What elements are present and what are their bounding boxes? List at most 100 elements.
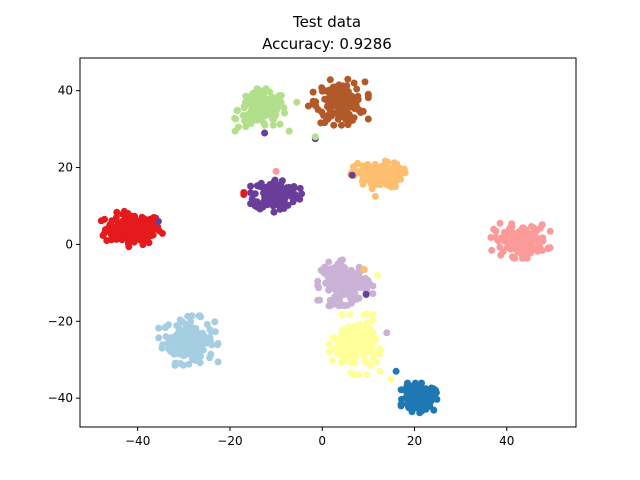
cluster-1-point xyxy=(191,356,199,364)
y-tick-label: 40 xyxy=(58,84,73,98)
cluster-3-point xyxy=(350,102,358,110)
x-tick-label: −40 xyxy=(125,434,150,448)
cluster-2-point xyxy=(276,120,284,128)
cluster-2-point xyxy=(261,94,269,102)
cluster-2-point xyxy=(231,127,239,135)
cluster-2-point xyxy=(272,108,280,116)
cluster-7-point xyxy=(314,281,322,289)
cluster-1-point xyxy=(174,341,182,349)
cluster-7-point xyxy=(328,301,336,309)
cluster-6-point xyxy=(520,224,528,232)
cluster-4-point xyxy=(290,183,298,190)
y-tick-label: −40 xyxy=(48,391,73,405)
cluster-1-point xyxy=(185,360,193,368)
cluster-3-point xyxy=(330,85,338,93)
outlier-point xyxy=(261,129,269,137)
cluster-8-point xyxy=(371,350,378,358)
cluster-2-point xyxy=(256,106,264,114)
cluster-9-point xyxy=(430,406,438,414)
plot-frame xyxy=(79,57,577,428)
cluster-4-point xyxy=(298,190,306,198)
cluster-5-point xyxy=(400,165,408,173)
cluster-8-point xyxy=(346,310,354,318)
cluster-0-point xyxy=(144,230,152,237)
cluster-7-point xyxy=(349,275,357,283)
cluster-8-point xyxy=(355,370,363,378)
outlier-point xyxy=(293,98,301,106)
cluster-0-point xyxy=(105,223,113,231)
cluster-8-point xyxy=(362,334,369,342)
cluster-9-point xyxy=(397,402,405,410)
cluster-1-point xyxy=(173,347,181,355)
cluster-7-point xyxy=(357,281,365,289)
cluster-9-point xyxy=(413,395,421,403)
cluster-1-point xyxy=(214,340,222,347)
cluster-3-point xyxy=(343,110,351,118)
cluster-3-point xyxy=(343,82,351,90)
outlier-point xyxy=(154,217,162,225)
cluster-4-point xyxy=(270,193,278,200)
cluster-9-point xyxy=(419,393,427,401)
cluster-2-point xyxy=(269,121,277,129)
cluster-5-point xyxy=(390,159,398,167)
cluster-3-point xyxy=(338,121,345,129)
outlier-point xyxy=(376,367,384,375)
cluster-1-point xyxy=(185,342,193,350)
cluster-6-point xyxy=(546,227,554,235)
cluster-3-point xyxy=(334,115,342,123)
cluster-2-point xyxy=(261,121,269,129)
cluster-0-point xyxy=(116,235,124,242)
cluster-3-point xyxy=(309,88,317,96)
cluster-3-point xyxy=(354,96,362,104)
cluster-6-point xyxy=(488,246,496,254)
x-tick-label: −20 xyxy=(217,434,242,448)
cluster-4-point xyxy=(251,202,259,210)
cluster-8-point xyxy=(352,344,360,352)
chart-title: Test data xyxy=(292,13,361,31)
cluster-7-point xyxy=(340,302,348,310)
cluster-6-point xyxy=(530,224,538,232)
cluster-4-point xyxy=(271,182,279,190)
cluster-8-point xyxy=(338,358,345,366)
outlier-point xyxy=(371,192,379,200)
outlier-point xyxy=(387,375,395,383)
cluster-8-point xyxy=(338,328,346,336)
cluster-4-point xyxy=(278,177,286,185)
cluster-7-point xyxy=(336,291,344,298)
cluster-3-point xyxy=(320,87,328,95)
cluster-6-point xyxy=(511,254,519,262)
cluster-8-point xyxy=(363,345,371,352)
cluster-0-point xyxy=(145,239,153,247)
cluster-0-point xyxy=(127,235,135,243)
cluster-2-point xyxy=(233,107,241,115)
x-tick-label: 0 xyxy=(318,434,326,448)
cluster-7-point xyxy=(349,293,357,301)
cluster-2-point xyxy=(285,127,293,135)
cluster-8-point xyxy=(328,356,336,364)
cluster-1-point xyxy=(207,327,215,335)
cluster-3-point xyxy=(353,85,361,93)
outlier-point xyxy=(272,167,280,175)
cluster-0-point xyxy=(97,217,105,225)
cluster-9-point xyxy=(425,396,433,404)
cluster-7-point xyxy=(316,296,324,304)
cluster-1-point xyxy=(172,359,180,367)
cluster-5-point xyxy=(371,166,378,174)
cluster-1-point xyxy=(203,320,211,328)
cluster-6-point xyxy=(513,230,521,237)
cluster-1-point xyxy=(164,340,172,347)
cluster-5-point xyxy=(376,181,384,189)
cluster-1-point xyxy=(182,321,190,329)
cluster-1-point xyxy=(211,318,219,326)
cluster-6-point xyxy=(497,251,505,259)
cluster-7-point xyxy=(325,258,333,266)
cluster-3-point xyxy=(330,90,338,98)
cluster-1-point xyxy=(214,358,222,366)
cluster-7-point xyxy=(356,274,364,282)
cluster-0-point xyxy=(145,224,153,232)
cluster-1-point xyxy=(179,340,187,348)
cluster-9-point xyxy=(411,385,419,393)
data-points xyxy=(97,75,554,417)
cluster-7-point xyxy=(339,285,347,293)
